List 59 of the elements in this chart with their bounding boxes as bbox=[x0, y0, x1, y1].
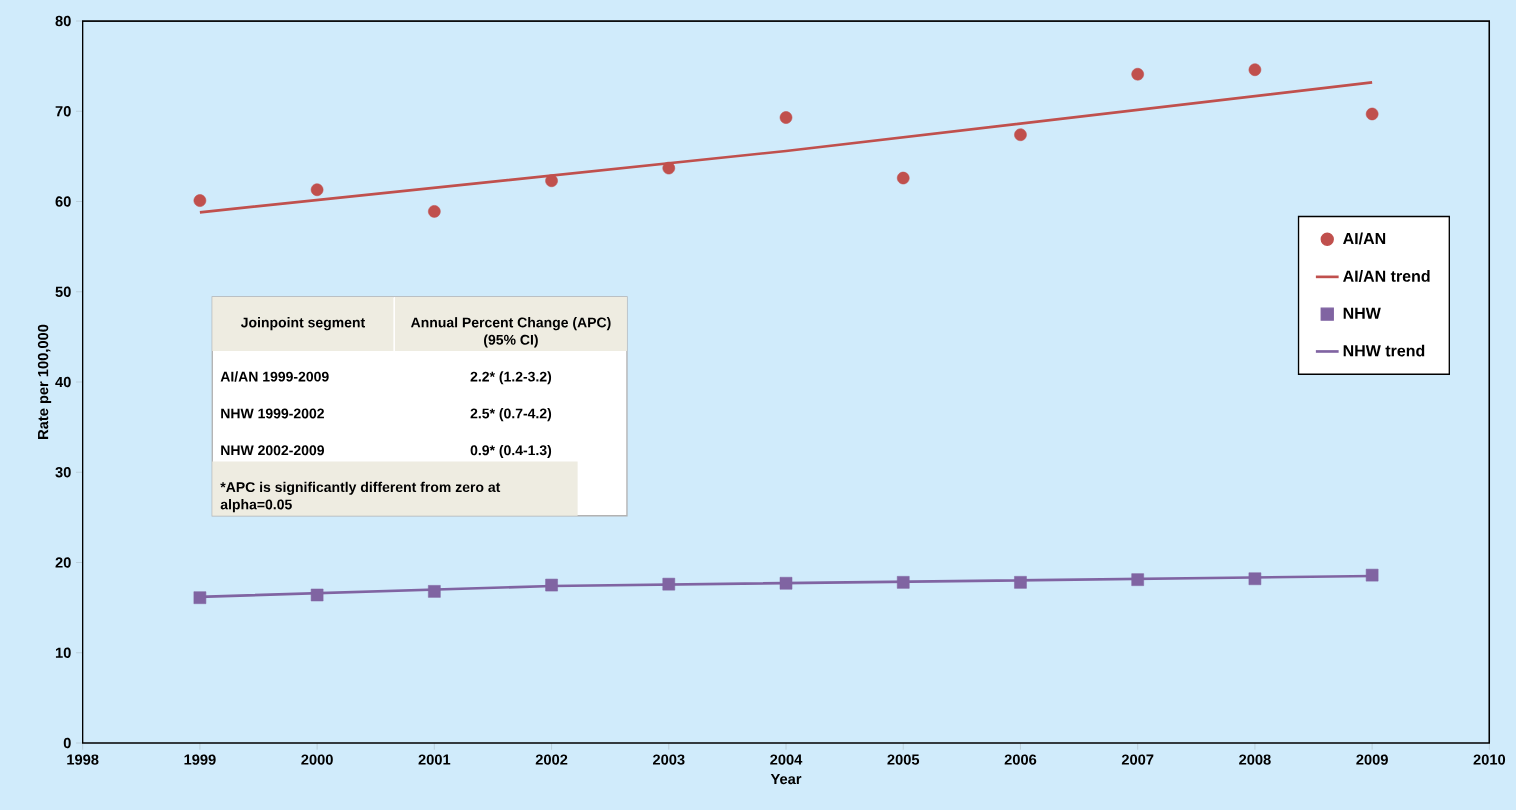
point bbox=[896, 171, 910, 185]
x-tick-label: 2000 bbox=[301, 754, 333, 765]
x-tick-label: 2009 bbox=[1356, 754, 1388, 765]
annotation: NHW 2002-2009 bbox=[221, 445, 324, 456]
y-axis-title: Rate per 100,000 bbox=[37, 324, 52, 439]
y-tick-label: 30 bbox=[55, 467, 71, 478]
point bbox=[193, 194, 207, 207]
point bbox=[428, 585, 441, 598]
y-tick-label: 20 bbox=[55, 557, 71, 568]
point bbox=[1248, 572, 1262, 586]
legend-label: NHW trend bbox=[1343, 344, 1425, 357]
point bbox=[662, 577, 676, 591]
y-tick-label: 40 bbox=[55, 376, 71, 388]
x-tick-label: 1998 bbox=[67, 754, 99, 765]
point bbox=[1014, 128, 1027, 141]
point bbox=[1248, 63, 1262, 77]
x-tick-label: 2006 bbox=[1004, 754, 1037, 765]
annotation: Annual Percent Change (APC) (95% CI) bbox=[410, 317, 611, 348]
x-tick-label: 2008 bbox=[1239, 754, 1271, 765]
legend-label: AI/AN bbox=[1343, 232, 1386, 245]
legend-label: AI/AN trend bbox=[1343, 270, 1430, 282]
x-tick-label: 2001 bbox=[418, 754, 451, 765]
point bbox=[779, 111, 793, 124]
y-tick-label: 70 bbox=[55, 106, 71, 117]
point bbox=[428, 205, 441, 218]
x-tick-label: 2005 bbox=[887, 754, 920, 765]
y-tick-label: 10 bbox=[55, 647, 71, 658]
annotation: NHW 1999-2002 bbox=[221, 408, 324, 419]
point bbox=[310, 183, 324, 197]
y-tick-label: 0 bbox=[63, 737, 71, 749]
point bbox=[1365, 107, 1379, 121]
point bbox=[1131, 573, 1144, 586]
x-axis-title: Year bbox=[770, 773, 802, 785]
x-tick-label: 2004 bbox=[770, 754, 803, 765]
annotation: 2.5* (0.7-4.2) bbox=[470, 408, 552, 422]
point bbox=[662, 161, 676, 175]
x-tick-label: 2007 bbox=[1121, 754, 1154, 765]
point bbox=[545, 578, 558, 592]
annotation: Joinpoint segment bbox=[240, 317, 365, 331]
y-tick-label: 80 bbox=[55, 15, 71, 27]
point bbox=[1014, 576, 1027, 589]
point bbox=[896, 576, 910, 589]
x-tick-label: 2003 bbox=[652, 754, 685, 765]
point bbox=[1131, 67, 1144, 81]
legend-label: NHW bbox=[1343, 307, 1381, 319]
annotation: 0.9* (0.4-1.3) bbox=[470, 444, 552, 458]
y-tick-label: 60 bbox=[55, 196, 71, 207]
annotation: *APC is significantly different from zero at alpha=0.05 bbox=[220, 481, 501, 513]
point bbox=[1365, 568, 1379, 582]
point bbox=[545, 174, 558, 188]
x-tick-label: 1999 bbox=[184, 754, 216, 765]
annotation: AI/AN 1999-2009 bbox=[220, 371, 329, 382]
point bbox=[310, 588, 324, 602]
point bbox=[193, 591, 207, 604]
x-tick-label: 2010 bbox=[1473, 754, 1506, 765]
annotation: 2.2* (1.2-3.2) bbox=[470, 371, 552, 385]
x-tick-label: 2002 bbox=[535, 754, 568, 765]
point bbox=[779, 576, 793, 590]
y-tick-label: 50 bbox=[55, 286, 71, 297]
